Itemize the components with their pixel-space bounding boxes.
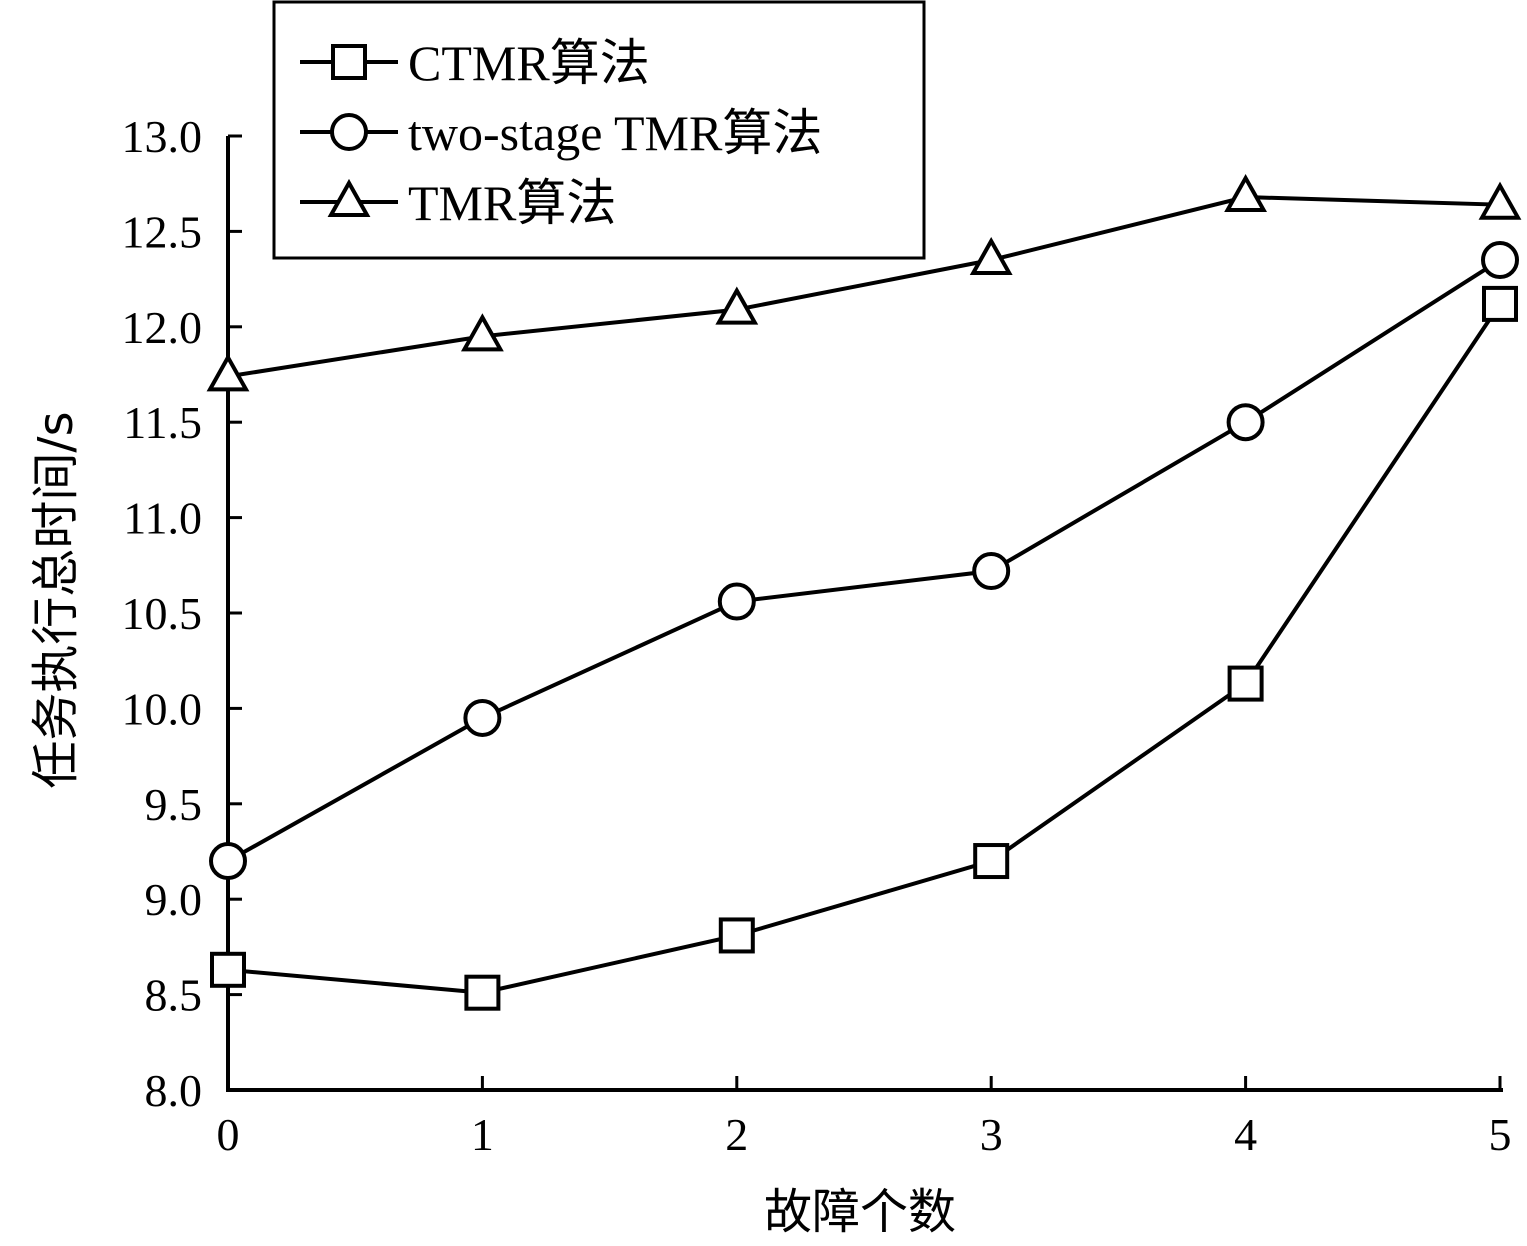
data-point-circle: [463, 698, 502, 737]
data-point-circle: [1481, 241, 1519, 280]
data-point-triangle: [969, 236, 1013, 276]
x-tick-label: 0: [217, 1109, 240, 1160]
data-point-square: [464, 974, 501, 1011]
legend: CTMR算法 two-stage TMR算法 TMR算法: [272, 0, 926, 260]
legend-label: two-stage TMR算法: [408, 105, 822, 161]
data-point-square: [973, 843, 1010, 880]
data-point-circle: [209, 842, 247, 881]
legend-marker-triangle: [327, 178, 371, 217]
y-tick-label: 8.5: [145, 970, 203, 1021]
data-point-square: [1227, 665, 1264, 702]
ticks: 8.0 8.5 9.0 9.5 10.0 10.5 11.0 11.5 12.0 12.5 13.0…: [122, 111, 1512, 1160]
x-tick-label: 5: [1489, 1109, 1512, 1160]
series-layer: [206, 173, 1522, 1011]
y-tick-label: 9.0: [145, 874, 203, 925]
data-point-circle: [1226, 403, 1265, 442]
data-point-circle: [717, 582, 756, 621]
y-tick-label: 10.5: [122, 588, 203, 639]
data-point-square: [718, 917, 755, 954]
x-tick-label: 2: [725, 1109, 748, 1160]
series-line-circle: [227, 258, 1502, 863]
x-axis-title: 故障个数: [764, 1184, 956, 1240]
y-tick-label: 9.5: [145, 779, 203, 830]
legend-marker-circle: [330, 113, 368, 151]
series-line-triangle: [227, 195, 1501, 379]
data-point-square: [210, 951, 246, 988]
y-tick-label: 10.0: [122, 683, 203, 734]
data-point-triangle: [715, 286, 759, 325]
axes: [226, 136, 1503, 1092]
legend-label: TMR算法: [408, 175, 616, 231]
data-point-triangle: [206, 353, 250, 392]
legend-label: CTMR算法: [408, 35, 650, 91]
y-tick-label: 12.5: [122, 206, 203, 257]
x-tick-label: 3: [980, 1109, 1003, 1160]
y-tick-label: 11.5: [123, 397, 202, 448]
data-point-circle: [972, 552, 1011, 591]
y-tick-label: 8.0: [145, 1065, 203, 1116]
y-tick-label: 11.0: [123, 493, 202, 544]
x-tick-label: 1: [471, 1109, 494, 1160]
x-tick-label: 4: [1234, 1109, 1257, 1160]
data-point-triangle: [1224, 173, 1268, 213]
data-point-triangle: [460, 313, 504, 352]
y-tick-label: 12.0: [122, 302, 203, 353]
series-line-square: [227, 302, 1502, 995]
data-point-square: [1482, 285, 1518, 322]
y-tick-label: 13.0: [122, 111, 203, 162]
y-axis-title: 任务执行总时间/s: [28, 411, 84, 788]
data-point-triangle: [1478, 181, 1522, 220]
legend-marker-square: [331, 44, 367, 80]
